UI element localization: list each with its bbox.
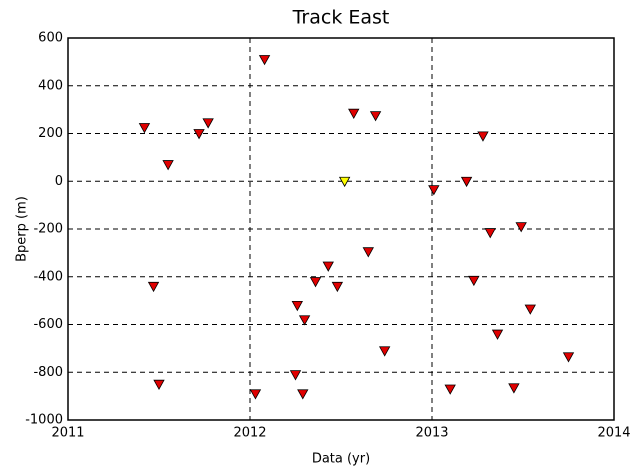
marker [362, 247, 374, 258]
x-tick-label: 2013 [415, 426, 448, 441]
marker [369, 111, 382, 122]
marker [202, 118, 214, 129]
marker [524, 304, 536, 315]
marker [348, 108, 360, 120]
marker [331, 281, 344, 293]
marker [138, 123, 151, 134]
x-tick-label: 2011 [51, 426, 84, 441]
marker [258, 55, 271, 66]
y-tick-label: -1000 [25, 413, 63, 428]
marker [444, 384, 456, 395]
y-tick-label: -600 [33, 317, 63, 332]
marker [322, 261, 334, 272]
y-tick-label: 400 [38, 78, 63, 93]
marker [298, 315, 311, 326]
marker [193, 129, 205, 140]
marker [428, 185, 440, 196]
marker [508, 383, 520, 394]
marker [562, 352, 575, 363]
marker [468, 275, 480, 287]
y-tick-label: -800 [33, 365, 63, 380]
marker [379, 346, 391, 357]
marker [460, 176, 473, 188]
y-tick-label: 0 [55, 174, 63, 189]
marker [309, 277, 322, 288]
x-axis-label: Data (yr) [312, 452, 370, 467]
marker [291, 301, 303, 312]
marker [297, 389, 309, 400]
marker [515, 222, 527, 233]
y-axis-label: Bperp (m) [15, 196, 30, 262]
plot-frame [67, 37, 615, 421]
x-tick-label: 2012 [233, 426, 266, 441]
marker [249, 389, 262, 400]
marker [162, 160, 174, 171]
x-tick-label: 2014 [597, 426, 630, 441]
y-tick-label: -200 [33, 222, 63, 237]
marker [477, 131, 489, 142]
marker [491, 329, 504, 340]
marker [484, 228, 496, 239]
y-tick-label: -400 [33, 269, 63, 284]
y-tick-label: 200 [38, 126, 63, 141]
marker [147, 281, 160, 293]
marker [338, 176, 351, 188]
marker [153, 379, 165, 391]
y-tick-label: 600 [38, 31, 63, 46]
chart-title: Track East [292, 7, 390, 29]
marker [289, 370, 302, 381]
